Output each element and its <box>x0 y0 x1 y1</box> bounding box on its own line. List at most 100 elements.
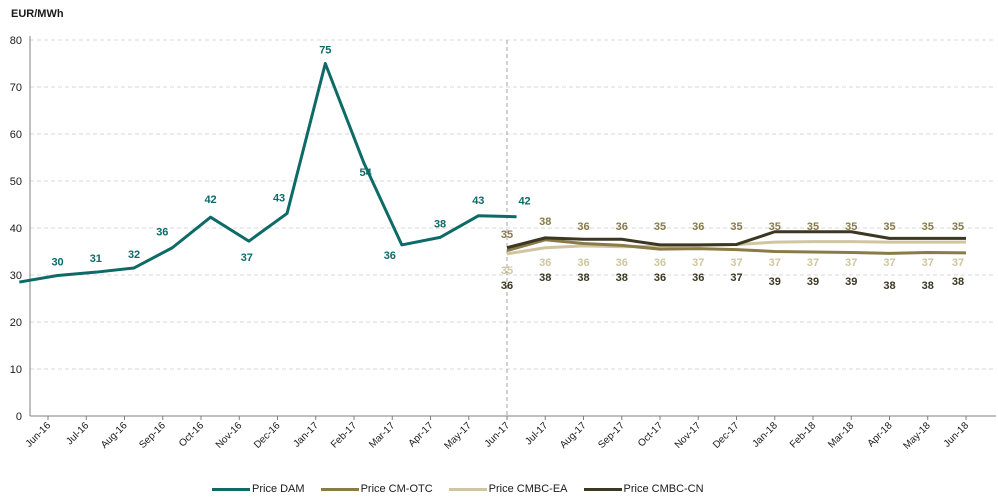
y-tick-label: 50 <box>10 176 22 188</box>
data-label-price-dam: 37 <box>241 252 253 264</box>
legend-item-price-dam: Price DAM <box>212 483 305 495</box>
x-tick-label: Aug-16 <box>99 420 130 451</box>
x-tick-label: Dec-16 <box>252 420 283 451</box>
series-line-price-dam <box>19 62 517 284</box>
y-tick-label: 30 <box>10 270 22 282</box>
data-label-price-cmbc-cn: 36 <box>654 272 666 284</box>
data-label-price-cmbc-ea: 36 <box>539 257 551 269</box>
data-label-price-dam: 32 <box>128 249 140 261</box>
y-tick-label: 80 <box>10 35 22 47</box>
data-label-price-cmbc-ea: 37 <box>922 257 934 269</box>
data-label-price-cmbc-cn: 39 <box>769 276 781 288</box>
x-tick-label: Oct-17 <box>636 420 665 449</box>
data-label-price-cmbc-ea: 35 <box>501 265 513 277</box>
x-tick-label: Sep-17 <box>596 420 627 451</box>
data-label-price-cmbc-ea: 37 <box>883 257 895 269</box>
legend-item-price-cmbc-ea: Price CMBC-EA <box>448 483 568 495</box>
data-label-price-cmbc-cn: 39 <box>845 276 857 288</box>
data-label-price-cmbc-ea: 37 <box>730 257 742 269</box>
data-label-price-cm-otc: 35 <box>769 221 781 233</box>
x-tick-label: Oct-16 <box>177 420 206 449</box>
y-tick-label: 10 <box>10 364 22 376</box>
data-label-price-cmbc-cn: 36 <box>501 280 513 292</box>
data-label-price-cmbc-cn: 38 <box>922 280 934 292</box>
x-tick-label: Feb-18 <box>788 420 818 450</box>
data-label-price-cm-otc: 35 <box>952 221 964 233</box>
data-label-price-cmbc-cn: 37 <box>730 272 742 284</box>
data-label-price-dam: 31 <box>90 253 102 265</box>
x-tick-label: Jun-18 <box>942 420 972 450</box>
x-tick-label: Jul-17 <box>523 420 550 447</box>
data-label-price-dam: 42 <box>204 194 216 206</box>
data-label-price-cmbc-ea: 37 <box>807 257 819 269</box>
y-tick-label: 20 <box>10 317 22 329</box>
x-tick-label: Aug-17 <box>558 420 589 451</box>
legend-item-price-cmbc-cn: Price CMBC-CN <box>583 483 704 495</box>
data-label-price-cm-otc: 35 <box>883 221 895 233</box>
data-label-price-dam: 43 <box>273 192 285 204</box>
data-label-price-cmbc-ea: 36 <box>577 257 589 269</box>
legend-swatch-price-cm-otc <box>320 487 359 491</box>
x-tick-label: Sep-16 <box>137 420 168 451</box>
x-tick-label: Dec-17 <box>711 420 742 451</box>
data-label-price-dam: 30 <box>51 256 63 268</box>
x-tick-label: Feb-17 <box>329 420 359 450</box>
data-label-price-cm-otc: 35 <box>501 229 513 241</box>
data-label-price-cm-otc: 35 <box>654 221 666 233</box>
data-label-price-dam: 43 <box>472 195 484 207</box>
data-label-price-cmbc-ea: 36 <box>616 257 628 269</box>
x-tick-label: Jun-16 <box>24 420 54 450</box>
legend-swatch-price-cmbc-ea <box>448 487 487 491</box>
x-tick-label: May-18 <box>902 420 934 452</box>
data-label-price-cmbc-ea: 37 <box>769 257 781 269</box>
legend-label-price-cmbc-cn: Price CMBC-CN <box>623 483 704 495</box>
x-tick-label: Mar-18 <box>826 420 856 450</box>
x-tick-label: Nov-16 <box>214 420 245 451</box>
data-label-price-cmbc-ea: 37 <box>845 257 857 269</box>
data-label-price-cm-otc: 36 <box>577 221 589 233</box>
data-label-price-dam: 54 <box>359 167 372 179</box>
legend-label-price-cm-otc: Price CM-OTC <box>360 483 433 495</box>
x-tick-label: Mar-17 <box>367 420 397 450</box>
data-label-price-cm-otc: 35 <box>730 221 742 233</box>
legend-swatch-price-dam <box>212 487 250 491</box>
data-label-price-dam: 75 <box>319 45 331 57</box>
data-label-price-cmbc-ea: 37 <box>952 257 964 269</box>
legend-label-price-dam: Price DAM <box>252 483 305 495</box>
data-label-price-dam: 36 <box>156 227 168 239</box>
data-label-price-cmbc-cn: 38 <box>539 272 551 284</box>
data-label-price-dam: 42 <box>518 196 530 208</box>
y-tick-label: 60 <box>10 129 22 141</box>
data-label-price-cm-otc: 35 <box>845 221 857 233</box>
data-label-price-cmbc-cn: 38 <box>952 276 964 288</box>
data-label-price-cm-otc: 36 <box>692 221 704 233</box>
data-label-price-cmbc-cn: 38 <box>883 280 895 292</box>
data-label-price-cmbc-ea: 36 <box>654 257 666 269</box>
y-tick-label: 40 <box>10 223 22 235</box>
data-label-price-cmbc-ea: 37 <box>692 257 704 269</box>
data-label-price-dam: 38 <box>434 218 446 230</box>
legend-label-price-cmbc-ea: Price CMBC-EA <box>488 483 568 495</box>
series-line-price-cm-otc <box>506 238 967 255</box>
legend-swatch-price-cmbc-cn <box>583 487 622 491</box>
data-label-price-cmbc-cn: 38 <box>616 272 628 284</box>
x-tick-label: May-17 <box>443 420 475 452</box>
x-tick-label: Apr-18 <box>866 420 895 449</box>
data-label-price-cm-otc: 38 <box>539 216 551 228</box>
x-tick-label: Jan-18 <box>750 420 780 450</box>
y-axis-unit-label: EUR/MWh <box>11 8 64 20</box>
data-label-price-dam: 36 <box>384 250 396 262</box>
data-label-price-cm-otc: 35 <box>922 221 934 233</box>
data-label-price-cmbc-cn: 38 <box>577 272 589 284</box>
y-tick-label: 70 <box>10 82 22 94</box>
data-label-price-cmbc-cn: 36 <box>692 272 704 284</box>
x-tick-label: Jul-16 <box>64 420 91 447</box>
series-line-price-cmbc-cn <box>506 230 966 250</box>
x-tick-label: Jan-17 <box>291 420 321 450</box>
data-label-price-cm-otc: 36 <box>616 221 628 233</box>
x-tick-label: Nov-17 <box>673 420 704 451</box>
data-label-price-cm-otc: 35 <box>807 221 819 233</box>
chart-legend: Price DAM Price CM-OTC Price CMBC-EA Pri… <box>212 483 714 495</box>
legend-item-price-cm-otc: Price CM-OTC <box>320 483 433 495</box>
